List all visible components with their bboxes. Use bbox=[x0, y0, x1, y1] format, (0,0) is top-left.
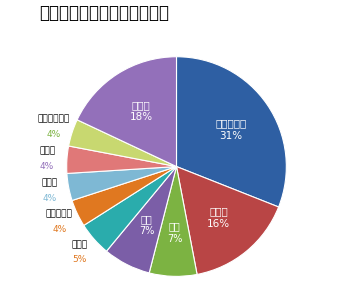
Text: 玉子
7%: 玉子 7% bbox=[167, 221, 182, 244]
Wedge shape bbox=[149, 167, 197, 276]
Text: スネ夫: スネ夫 bbox=[41, 179, 57, 188]
Wedge shape bbox=[176, 167, 279, 274]
Text: のび助: のび助 bbox=[71, 240, 87, 249]
Text: 4%: 4% bbox=[46, 130, 60, 139]
Text: 4%: 4% bbox=[52, 225, 66, 234]
Wedge shape bbox=[84, 167, 176, 251]
Wedge shape bbox=[67, 167, 176, 201]
Wedge shape bbox=[77, 57, 176, 167]
Text: スネ夫のママ: スネ夫のママ bbox=[37, 114, 70, 123]
Text: ジャイアン: ジャイアン bbox=[46, 209, 73, 219]
Wedge shape bbox=[67, 146, 176, 173]
Text: 5%: 5% bbox=[72, 255, 86, 265]
Wedge shape bbox=[176, 57, 286, 207]
Wedge shape bbox=[107, 167, 176, 273]
Wedge shape bbox=[68, 120, 176, 167]
Text: 不法投棄回数のキャラ別割合: 不法投棄回数のキャラ別割合 bbox=[39, 4, 169, 22]
Text: 静香
7%: 静香 7% bbox=[139, 214, 154, 237]
Text: ドラえもん
31%: ドラえもん 31% bbox=[215, 118, 247, 141]
Text: 出木杉: 出木杉 bbox=[39, 146, 55, 155]
Text: 4%: 4% bbox=[40, 162, 54, 171]
Wedge shape bbox=[72, 167, 176, 225]
Text: その他
18%: その他 18% bbox=[130, 100, 153, 122]
Text: のび太
16%: のび太 16% bbox=[207, 206, 230, 229]
Text: 4%: 4% bbox=[42, 194, 56, 203]
